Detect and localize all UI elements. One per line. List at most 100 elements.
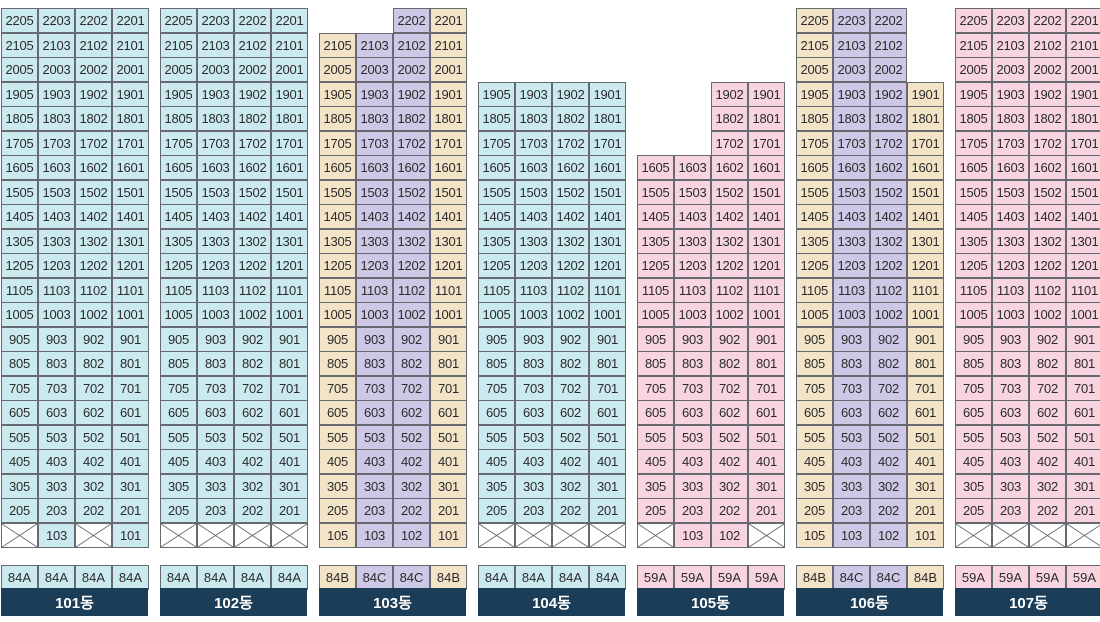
unit-cell: 1205 [478,253,515,278]
unit-cell: 303 [992,473,1029,499]
unit-cell: 602 [552,400,589,425]
unit-cell: 1601 [907,155,944,180]
unit-cell: 1103 [197,277,234,303]
unit-cell: 1002 [75,302,112,327]
unit-cell: 1203 [515,253,552,278]
unit-cell: 1005 [478,302,515,327]
unit-cell: 1502 [711,179,748,205]
unit-cell: 305 [1,473,38,499]
unit-cell: 503 [356,424,393,450]
unit-cell: 101 [430,522,467,548]
unit-cell: 1401 [271,204,308,229]
unit-cell: 2205 [796,8,833,33]
unit-cell: 902 [234,326,271,352]
unit-cell: 402 [870,449,907,474]
unit-cell: 1501 [271,179,308,205]
unit-cell: 2203 [197,8,234,33]
unit-cell: 2205 [1,8,38,33]
unit-cell: 2105 [160,32,197,58]
cross-icon [1030,523,1065,547]
unit-cell: 205 [319,498,356,523]
unit-cell: 401 [589,449,626,474]
cross-icon [76,523,111,547]
unit-cell: 1301 [748,228,785,254]
unit-cell: 902 [870,326,907,352]
unit-cell: 2101 [430,32,467,58]
unit-cell: 1905 [1,81,38,107]
unit-cell: 1103 [356,277,393,303]
unit-cell: 1201 [589,253,626,278]
unit-cell: 1701 [748,130,785,156]
unit-cell: 302 [234,473,271,499]
unit-cell: 703 [38,375,75,401]
unit-cell: 703 [356,375,393,401]
unit-cell: 1201 [112,253,149,278]
unit-cell: 905 [1,326,38,352]
unit-cell: 903 [38,326,75,352]
unit-cell: 301 [1066,473,1100,499]
unit-cell: 302 [1029,473,1066,499]
unit-cell: 1605 [955,155,992,180]
unit-cell: 2005 [160,57,197,82]
unit-cell: 1702 [711,130,748,156]
unit-cell: 902 [552,326,589,352]
unit-cell: 1002 [552,302,589,327]
unit-cell: 2002 [75,57,112,82]
unit-cell: 803 [197,351,234,376]
unit-cell: 1105 [637,277,674,303]
empty-cell [552,522,589,548]
unit-cell: 802 [552,351,589,376]
unit-cell: 1305 [796,228,833,254]
unit-cell: 1005 [160,302,197,327]
unit-cell: 205 [1,498,38,523]
unit-type-cell: 59A [748,565,785,590]
unit-cell: 305 [478,473,515,499]
unit-cell: 1403 [992,204,1029,229]
unit-cell: 1602 [75,155,112,180]
unit-type-cell: 59A [711,565,748,590]
unit-cell: 1603 [38,155,75,180]
unit-cell: 303 [674,473,711,499]
unit-cell: 1002 [870,302,907,327]
unit-cell: 301 [748,473,785,499]
unit-cell: 802 [75,351,112,376]
unit-cell: 1703 [197,130,234,156]
unit-cell: 505 [1,424,38,450]
unit-cell: 2003 [992,57,1029,82]
building-label: 106동 [796,588,943,616]
unit-cell: 801 [589,351,626,376]
unit-cell: 1105 [319,277,356,303]
unit-cell: 1005 [955,302,992,327]
unit-cell: 1603 [197,155,234,180]
unit-cell: 1302 [75,228,112,254]
empty-cell [160,522,197,548]
unit-cell: 2103 [38,32,75,58]
unit-cell: 2102 [393,32,430,58]
unit-cell: 905 [796,326,833,352]
unit-cell: 1101 [430,277,467,303]
unit-cell: 1805 [1,106,38,131]
unit-cell: 503 [674,424,711,450]
unit-cell: 705 [160,375,197,401]
unit-cell: 905 [478,326,515,352]
unit-cell: 1203 [197,253,234,278]
unit-cell: 1501 [112,179,149,205]
unit-cell: 202 [75,498,112,523]
unit-cell: 1401 [430,204,467,229]
unit-cell: 1102 [552,277,589,303]
unit-cell: 401 [112,449,149,474]
unit-cell: 905 [955,326,992,352]
unit-cell: 1503 [833,179,870,205]
unit-cell: 201 [589,498,626,523]
unit-cell: 1903 [515,81,552,107]
unit-cell: 603 [833,400,870,425]
unit-cell: 1102 [1029,277,1066,303]
unit-cell: 2005 [796,57,833,82]
unit-cell: 1502 [870,179,907,205]
unit-cell: 1601 [748,155,785,180]
unit-cell: 2103 [197,32,234,58]
unit-cell: 1603 [992,155,1029,180]
unit-cell: 102 [711,522,748,548]
unit-cell: 402 [711,449,748,474]
unit-cell: 1405 [1,204,38,229]
